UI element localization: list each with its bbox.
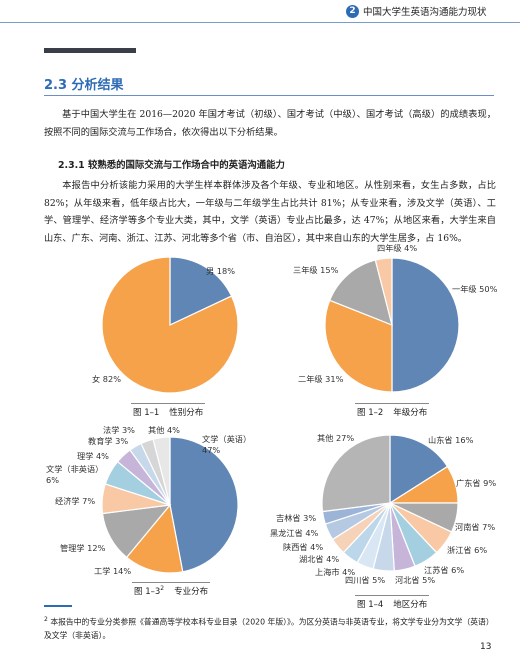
section-rule (44, 95, 494, 96)
figure-caption-4: 图 1–4 地区分布 (355, 595, 430, 610)
pie-chart-grade: 一年级 50% 二年级 31% 三年级 15% 四年级 4% (293, 243, 498, 393)
footnote: 2 本报告中的专业分类参照《普通高等学校本科专业目录（2020 年版）》。为区分… (44, 613, 496, 642)
caption-rule (355, 595, 430, 596)
slice-label: 其他 27% (317, 433, 354, 443)
slice-label: 二年级 31% (298, 374, 344, 384)
slice-label: 江苏省 6% (424, 565, 464, 575)
subsection-paragraph-text: 本报告中分析该能力采用的大学生样本群体涉及各个年级、专业和地区。从性别来看，女生… (44, 180, 496, 244)
subsection-title: 2.3.1 较熟悉的国际交流与工作场合中的英语沟通能力 (58, 160, 285, 171)
figure-number: 图 1–1 (133, 408, 160, 418)
figure-title: 性别分布 (169, 408, 204, 418)
slice-label: 法学 3% (103, 425, 135, 435)
pie-slice (391, 257, 460, 393)
pie-chart-major: 文学（英语）47% 工学 14% 管理学 12% 经济学 7% 文学（非英语）6% 理学 … (46, 425, 251, 576)
pie-slice (152, 436, 171, 506)
pie-slice (374, 257, 393, 326)
slice-label: 河北省 5% (395, 575, 435, 585)
slice-label: 6% (46, 475, 59, 485)
figure-caption-2: 图 1–2 年级分布 (355, 403, 430, 418)
slice-label: 47% (202, 445, 220, 455)
figure-caption-3: 图 1–32 专业分布 (132, 582, 211, 597)
slice-label: 湖北省 4% (299, 554, 339, 564)
page-number: 13 (480, 642, 492, 652)
intro-paragraph: 基于中国大学生在 2016—2020 年国才考试（初级）、国才考试（中级）、国才… (44, 106, 496, 141)
slice-label: 工学 14% (94, 566, 131, 576)
caption-rule (132, 582, 211, 583)
pie-slice (125, 503, 184, 574)
pie-slice (101, 256, 239, 394)
intro-paragraph-text: 基于中国大学生在 2016—2020 年国才考试（初级）、国才考试（中级）、国才… (44, 109, 496, 138)
figure-number: 图 1–4 (357, 600, 384, 610)
pie-slice (324, 299, 393, 393)
slice-label: 山东省 16% (428, 435, 474, 445)
slice-label: 浙江省 6% (447, 545, 487, 555)
slice-label: 其他 4% (148, 425, 180, 435)
footnote-text: 本报告中的专业分类参照《普通高等学校本科专业目录（2020 年版）》。为区分英语… (44, 617, 494, 640)
figure-title: 专业分布 (174, 587, 209, 597)
pie-slice (321, 434, 391, 513)
slice-label: 陕西省 4% (283, 542, 323, 552)
slice-label: 男 18% (206, 266, 235, 276)
figure-caption-1: 图 1–1 性别分布 (131, 403, 206, 418)
slice-label: 四年级 4% (377, 243, 417, 253)
slice-label: 三年级 15% (293, 265, 339, 275)
section-title: 2.3 分析结果 (44, 78, 124, 93)
subsection-paragraph: 本报告中分析该能力采用的大学生样本群体涉及各个年级、专业和地区。从性别来看，女生… (44, 177, 496, 247)
header-rule (0, 22, 520, 23)
pie-slice (169, 256, 233, 326)
slice-label: 河南省 7% (455, 522, 495, 532)
decorative-bar (44, 48, 136, 53)
pie-slice (328, 259, 393, 326)
figure-footnote-marker: 2 (160, 585, 165, 593)
figure-number: 图 1–2 (357, 408, 384, 418)
figure-title: 年级分布 (393, 408, 428, 418)
running-header: 2 中国大学生英语沟通能力现状 (0, 0, 520, 24)
footnote-rule (44, 605, 72, 607)
pie-slice (389, 434, 449, 505)
slice-label: 管理学 12% (60, 543, 106, 553)
slice-label: 女 82% (92, 374, 121, 384)
figure-title: 地区分布 (393, 600, 428, 610)
slice-label: 吉林省 3% (276, 513, 316, 523)
slice-label: 一年级 50% (452, 284, 498, 294)
footnote-marker: 2 (44, 616, 48, 623)
slice-label: 黑龙江省 4% (270, 528, 319, 538)
pie-slice (169, 436, 239, 573)
slice-label: 经济学 7% (55, 496, 95, 506)
pie-chart-gender: 男 18% 女 82% (92, 256, 239, 394)
caption-rule (131, 403, 206, 404)
slice-label: 广东省 9% (456, 478, 496, 488)
slice-label: 理学 4% (77, 451, 109, 461)
slice-label: 上海市 4% (315, 567, 355, 577)
caption-rule (355, 403, 430, 404)
chapter-number-badge: 2 (346, 5, 359, 18)
pie-chart-region: 山东省 16% 广东省 9% 河南省 7% 浙江省 6% 江苏省 6%河北省 5% 四川省… (270, 433, 496, 585)
figure-number: 图 1–3 (134, 587, 161, 597)
slice-label: 文学（非英语） (46, 464, 103, 474)
slice-label: 文学（英语） (202, 434, 251, 444)
running-header-title: 中国大学生英语沟通能力现状 (363, 7, 487, 18)
slice-label: 四川省 5% (345, 575, 385, 585)
slice-label: 教育学 3% (88, 436, 128, 446)
